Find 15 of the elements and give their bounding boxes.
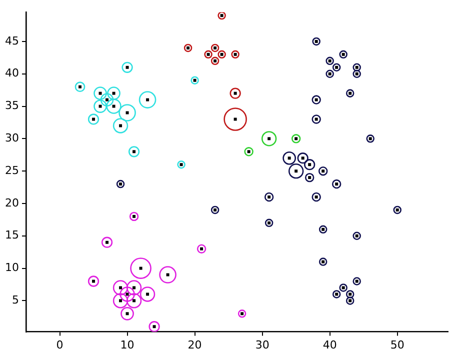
y-tick-label: 20 [4, 196, 19, 210]
y-tick-label: 45 [4, 34, 19, 48]
y-tick-label: 40 [4, 66, 19, 80]
x-tick-label: 30 [255, 338, 270, 352]
x-tick-label: 0 [56, 338, 64, 352]
x-tick-label: 20 [188, 338, 202, 352]
x-tick-label: 50 [390, 338, 404, 352]
x-tick-label: 10 [120, 338, 134, 352]
y-tick-label: 10 [4, 261, 19, 274]
y-tick-label: 30 [4, 132, 19, 145]
y-tick-label: 15 [4, 228, 19, 242]
x-tick-label: 40 [322, 338, 337, 352]
y-tick-label: 25 [4, 164, 19, 177]
y-tick-label: 35 [4, 99, 19, 112]
y-tick-label: 5 [12, 294, 19, 307]
